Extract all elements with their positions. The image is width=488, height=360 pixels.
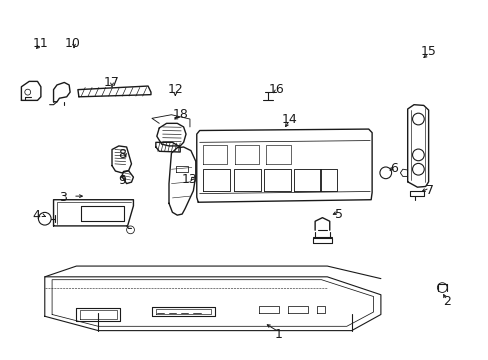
Text: 16: 16 bbox=[268, 83, 284, 96]
Text: 11: 11 bbox=[33, 36, 49, 50]
Text: 17: 17 bbox=[104, 76, 120, 89]
Text: 8: 8 bbox=[118, 148, 125, 161]
Text: 4: 4 bbox=[32, 210, 40, 222]
Text: 5: 5 bbox=[335, 208, 343, 221]
Text: 3: 3 bbox=[59, 191, 67, 204]
Text: 12: 12 bbox=[167, 83, 183, 96]
Text: 15: 15 bbox=[420, 45, 436, 58]
Text: 10: 10 bbox=[65, 36, 81, 50]
Text: 6: 6 bbox=[390, 162, 398, 175]
Text: 18: 18 bbox=[172, 108, 188, 121]
Text: 1: 1 bbox=[274, 328, 282, 341]
Text: 2: 2 bbox=[442, 296, 449, 309]
Text: 9: 9 bbox=[118, 174, 125, 187]
Text: 13: 13 bbox=[182, 173, 198, 186]
Text: 7: 7 bbox=[425, 184, 433, 197]
Text: 14: 14 bbox=[281, 113, 297, 126]
